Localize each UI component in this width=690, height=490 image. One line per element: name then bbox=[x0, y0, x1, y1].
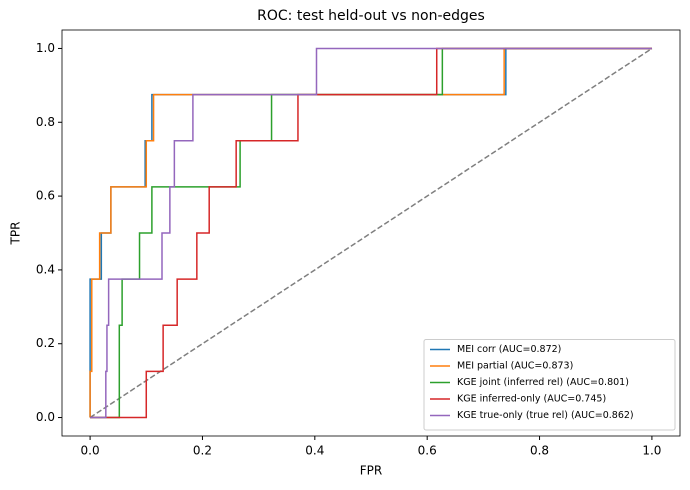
legend-label: KGE inferred-only (AUC=0.745) bbox=[457, 394, 606, 405]
x-axis-label: FPR bbox=[360, 464, 382, 478]
y-tick-label: 0.6 bbox=[36, 189, 55, 203]
x-tick-label: 0.8 bbox=[530, 444, 549, 458]
roc-curve bbox=[90, 47, 652, 419]
y-axis-label: TPR bbox=[9, 222, 23, 246]
roc-curve bbox=[90, 47, 652, 419]
legend-label: MEI corr (AUC=0.872) bbox=[457, 344, 561, 355]
legend: MEI corr (AUC=0.872) MEI partial (AUC=0.8… bbox=[423, 339, 676, 431]
legend-box bbox=[423, 339, 676, 431]
y-tick-label: 0.2 bbox=[36, 336, 55, 350]
x-tick-label: 0.4 bbox=[305, 444, 324, 458]
y-tick-label: 1.0 bbox=[36, 41, 55, 55]
x-tick-label: 1.0 bbox=[642, 444, 661, 458]
y-tick-label: 0.4 bbox=[36, 262, 55, 276]
plot-frame bbox=[61, 29, 681, 437]
legend-label: MEI partial (AUC=0.873) bbox=[457, 361, 573, 372]
reference-line bbox=[89, 47, 653, 419]
y-tick-label: 0.0 bbox=[36, 410, 55, 424]
x-tick-label: 0.2 bbox=[193, 444, 212, 458]
y-tick-label: 0.8 bbox=[36, 115, 55, 129]
chart-title: ROC: test held-out vs non-edges bbox=[257, 8, 485, 24]
legend-label: KGE joint (inferred rel) (AUC=0.801) bbox=[457, 377, 629, 388]
x-tick-label: 0.6 bbox=[418, 444, 437, 458]
x-tick-label: 0.0 bbox=[81, 444, 100, 458]
legend-label: KGE true-only (true rel) (AUC=0.862) bbox=[457, 410, 634, 421]
